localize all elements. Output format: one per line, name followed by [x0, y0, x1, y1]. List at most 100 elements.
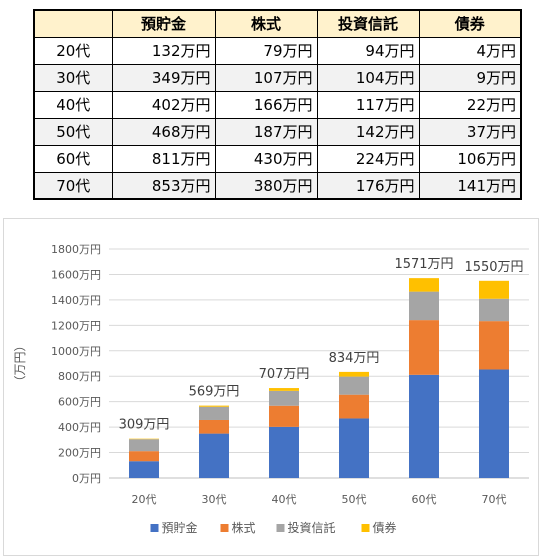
legend-label: 債券 — [373, 520, 397, 535]
cell-bonds: 141万円 — [418, 171, 522, 200]
y-axis-label: （万円） — [13, 339, 27, 387]
table-row: 40代 402万円 166万円 117万円 22万円 — [33, 90, 522, 119]
x-tick-label: 60代 — [412, 493, 437, 506]
asset-table: 預貯金 株式 投資信託 債券 20代 132万円 79万円 94万円 4万円 30代 349… — [33, 9, 522, 200]
bar-segment-3 — [409, 278, 439, 292]
cell-stocks: 187万円 — [214, 117, 318, 146]
legend-label: 投資信託 — [288, 520, 336, 535]
legend-swatch — [220, 524, 229, 532]
cell-stocks: 380万円 — [214, 171, 318, 200]
cell-age: 20代 — [33, 36, 113, 65]
bar-segment-3 — [479, 280, 509, 299]
bar-segment-0 — [339, 418, 369, 478]
cell-savings: 811万円 — [111, 144, 216, 173]
bar-segment-1 — [129, 451, 159, 462]
bar-segment-2 — [409, 291, 439, 321]
y-tick-label: 1200万円 — [51, 319, 101, 332]
bar-segment-0 — [479, 369, 509, 478]
cell-savings: 132万円 — [111, 36, 216, 65]
table-row: 20代 132万円 79万円 94万円 4万円 — [33, 36, 522, 65]
cell-savings: 468万円 — [111, 117, 216, 146]
cell-age: 40代 — [33, 90, 113, 119]
cell-savings: 853万円 — [111, 171, 216, 200]
legend-label: 株式 — [232, 520, 256, 535]
cell-savings: 402万円 — [111, 90, 216, 119]
y-tick-label: 800万円 — [58, 370, 101, 383]
y-tick-label: 400万円 — [58, 421, 101, 434]
table-row: 30代 349万円 107万円 104万円 9万円 — [33, 63, 522, 92]
table-row: 70代 853万円 380万円 176万円 141万円 — [33, 171, 522, 200]
cell-bonds: 4万円 — [418, 36, 522, 65]
total-label: 834万円 — [329, 351, 380, 366]
bar-segment-2 — [479, 298, 509, 322]
bar-segment-3 — [199, 405, 229, 407]
x-tick-label: 30代 — [202, 493, 227, 506]
cell-age: 60代 — [33, 144, 113, 173]
header-cell-stocks: 株式 — [214, 9, 318, 38]
bar-segment-1 — [199, 419, 229, 434]
y-tick-label: 1400万円 — [51, 294, 101, 307]
legend-swatch — [276, 524, 285, 532]
x-tick-label: 70代 — [482, 493, 507, 506]
cell-age: 30代 — [33, 63, 113, 92]
cell-funds: 104万円 — [316, 63, 420, 92]
cell-funds: 176万円 — [316, 171, 420, 200]
y-tick-label: 1600万円 — [51, 268, 101, 281]
cell-stocks: 166万円 — [214, 90, 318, 119]
total-label: 707万円 — [259, 367, 310, 382]
y-tick-label: 600万円 — [58, 396, 101, 409]
legend-swatch — [361, 524, 370, 532]
cell-stocks: 107万円 — [214, 63, 318, 92]
bar-segment-2 — [199, 406, 229, 420]
bar-segment-0 — [409, 374, 439, 478]
y-tick-label: 1000万円 — [51, 345, 101, 358]
y-tick-label: 200万円 — [58, 447, 101, 460]
header-cell-age — [33, 9, 113, 38]
legend-label: 預貯金 — [162, 520, 198, 535]
legend-swatch — [150, 524, 159, 532]
bar-segment-0 — [199, 433, 229, 478]
chart-area: 0万円 200万円 400万円 600万円 800万円 1000万円 1200万円 1400万… — [3, 218, 539, 556]
header-cell-bonds: 債券 — [418, 9, 522, 38]
x-tick-label: 50代 — [342, 493, 367, 506]
total-label: 1550万円 — [464, 260, 523, 275]
bar-segment-0 — [129, 461, 159, 478]
header-cell-funds: 投資信託 — [316, 9, 420, 38]
stacked-bar-chart: 0万円 200万円 400万円 600万円 800万円 1000万円 1200万円 1400万… — [13, 243, 529, 535]
x-tick-label: 20代 — [132, 493, 157, 506]
bar-segment-0 — [269, 426, 299, 478]
bar-segment-2 — [129, 439, 159, 452]
cell-stocks: 79万円 — [214, 36, 318, 65]
cell-bonds: 106万円 — [418, 144, 522, 173]
bar-segment-1 — [479, 321, 509, 370]
cell-funds: 117万円 — [316, 90, 420, 119]
bar-segment-3 — [129, 438, 159, 440]
cell-bonds: 37万円 — [418, 117, 522, 146]
x-tick-label: 40代 — [272, 493, 297, 506]
bar-segment-1 — [409, 320, 439, 375]
cell-funds: 142万円 — [316, 117, 420, 146]
table-header-row: 預貯金 株式 投資信託 債券 — [33, 9, 522, 38]
cell-stocks: 430万円 — [214, 144, 318, 173]
bar-segment-1 — [269, 405, 299, 427]
y-tick-label: 1800万円 — [51, 243, 101, 256]
y-tick-label: 0万円 — [72, 472, 101, 485]
bar-segment-1 — [339, 394, 369, 419]
cell-bonds: 22万円 — [418, 90, 522, 119]
cell-funds: 94万円 — [316, 36, 420, 65]
cell-funds: 224万円 — [316, 144, 420, 173]
bar-segment-2 — [269, 390, 299, 406]
table-row: 50代 468万円 187万円 142万円 37万円 — [33, 117, 522, 146]
cell-savings: 349万円 — [111, 63, 216, 92]
total-label: 569万円 — [189, 385, 240, 400]
bar-segment-2 — [339, 376, 369, 395]
total-label: 309万円 — [119, 418, 170, 433]
cell-age: 70代 — [33, 171, 113, 200]
header-cell-savings: 預貯金 — [111, 9, 216, 38]
cell-bonds: 9万円 — [418, 63, 522, 92]
total-label: 1571万円 — [394, 257, 453, 272]
bar-segment-3 — [339, 371, 369, 377]
table-row: 60代 811万円 430万円 224万円 106万円 — [33, 144, 522, 173]
bar-segment-3 — [269, 388, 299, 391]
cell-age: 50代 — [33, 117, 113, 146]
